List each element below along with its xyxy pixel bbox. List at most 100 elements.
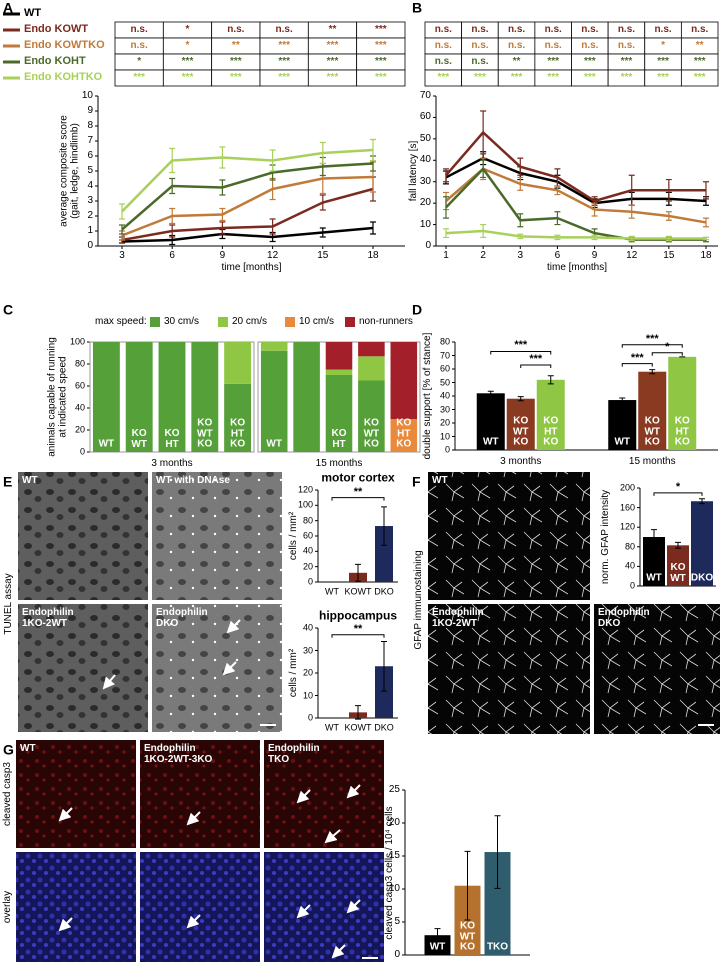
significance-label: n.s. bbox=[434, 55, 452, 67]
arrow bbox=[58, 807, 73, 822]
bar-segment bbox=[224, 342, 252, 384]
bar bbox=[506, 398, 535, 450]
y-tick-label: 100 bbox=[297, 499, 313, 510]
chart-title: motor cortex bbox=[321, 470, 395, 485]
y-tick-label: 20 bbox=[302, 560, 313, 571]
bar bbox=[424, 935, 451, 955]
bar-segment bbox=[358, 342, 385, 357]
x-tick-label: 9 bbox=[219, 249, 226, 261]
significance-label: * bbox=[137, 55, 142, 67]
micrograph bbox=[140, 852, 260, 962]
arrow bbox=[331, 944, 346, 959]
y-tick-label: 5 bbox=[394, 915, 400, 927]
significance-label: *** bbox=[278, 55, 290, 67]
bar-label: KO HT KO bbox=[674, 415, 690, 448]
y-tick-label: 25 bbox=[388, 783, 400, 795]
arrow bbox=[226, 619, 241, 634]
legend-title: max speed: bbox=[95, 315, 147, 327]
significance-bracket bbox=[331, 497, 385, 501]
bar-segment bbox=[390, 342, 418, 419]
bar-label: DKO bbox=[690, 572, 714, 584]
bar bbox=[638, 371, 667, 450]
group-label: 15 months bbox=[315, 457, 363, 469]
bar-label: KO WT KO bbox=[644, 415, 661, 448]
y-tick-label: 10 bbox=[419, 218, 431, 230]
significance-label: * bbox=[185, 39, 190, 51]
significance-label: *** bbox=[693, 55, 706, 67]
y-tick-label: 20 bbox=[74, 424, 85, 435]
y-tick-label: 8 bbox=[87, 119, 93, 131]
significance-label: n.s. bbox=[227, 23, 245, 35]
x-tick-label: 18 bbox=[367, 249, 379, 261]
y-tick-label: 20 bbox=[439, 417, 450, 428]
image-label: WT bbox=[432, 475, 448, 486]
image-label: Endophilin TKO bbox=[268, 743, 320, 765]
panel-label: C bbox=[3, 301, 14, 318]
significance-label: *** bbox=[547, 55, 560, 67]
significance-label: * bbox=[661, 39, 666, 51]
x-tick-label: 15 bbox=[663, 249, 675, 261]
y-tick-label: 0 bbox=[87, 239, 93, 251]
y-axis-label: average composite score (gait, ledge, hi… bbox=[58, 115, 81, 227]
significance-label: ** bbox=[353, 622, 363, 635]
significance-label: *** bbox=[514, 339, 528, 352]
y-tick-label: 15 bbox=[388, 849, 400, 861]
y-tick-label: 0 bbox=[444, 444, 450, 455]
significance-label: *** bbox=[547, 71, 560, 83]
arrow bbox=[222, 661, 237, 676]
legend-label: WT bbox=[24, 7, 42, 20]
error-bar bbox=[651, 529, 657, 545]
significance-label: ** bbox=[695, 39, 704, 51]
bar-label: KO HT bbox=[164, 428, 180, 450]
significance-label: *** bbox=[657, 71, 669, 83]
y-axis-label: norm. GFAP intensity bbox=[599, 489, 611, 585]
line bbox=[121, 226, 374, 243]
bar-label: KO HT KO bbox=[230, 417, 246, 450]
legend-label: 20 cm/s bbox=[232, 315, 268, 327]
significance-label: n.s. bbox=[654, 23, 672, 35]
bar-segment bbox=[293, 342, 320, 452]
significance-label: n.s. bbox=[471, 23, 489, 35]
y-tick-label: 3 bbox=[87, 194, 93, 206]
x-tick-label: WT bbox=[325, 586, 339, 597]
x-tick-label: KOWT bbox=[344, 586, 372, 597]
arrow bbox=[346, 899, 361, 914]
significance-label: *** bbox=[583, 55, 596, 67]
y-tick-label: 20 bbox=[388, 816, 400, 828]
panel-label: B bbox=[412, 0, 423, 16]
y-tick-label: 40 bbox=[624, 560, 635, 571]
bar-segment bbox=[191, 342, 219, 452]
bar bbox=[375, 526, 393, 582]
legend-swatch bbox=[345, 317, 355, 327]
bar-segment bbox=[325, 342, 353, 370]
y-tick-label: 40 bbox=[302, 622, 313, 633]
image-label: Endophilin 1KO-2WT-3KO bbox=[144, 743, 213, 765]
significance-label: *** bbox=[374, 39, 387, 51]
panel-label: D bbox=[412, 301, 423, 318]
significance-label: *** bbox=[326, 39, 339, 51]
y-tick-label: 80 bbox=[439, 336, 450, 347]
x-tick-label: 12 bbox=[267, 249, 279, 261]
significance-label: n.s. bbox=[581, 23, 599, 35]
micrograph bbox=[594, 604, 720, 734]
significance-label: *** bbox=[630, 351, 644, 364]
micrograph bbox=[16, 852, 136, 962]
y-tick-label: 0 bbox=[307, 712, 313, 723]
bar-label: KO WT KO bbox=[512, 415, 529, 448]
image-label: Endophilin 1KO-2WT bbox=[432, 607, 484, 629]
y-axis-label: fall latency [s] bbox=[407, 140, 419, 202]
y-tick-label: 60 bbox=[74, 380, 85, 391]
bar-label: KO WT KO bbox=[459, 920, 476, 953]
bar-label: WT bbox=[614, 436, 631, 448]
group-label: 3 months bbox=[500, 455, 542, 467]
image-label: WT bbox=[22, 475, 38, 486]
significance-label: *** bbox=[620, 71, 633, 83]
x-axis-label: time [months] bbox=[546, 261, 608, 273]
legend-label: 30 cm/s bbox=[164, 315, 200, 327]
panel-label: A bbox=[3, 0, 14, 16]
y-tick-label: 120 bbox=[619, 521, 635, 532]
significance-label: ** bbox=[231, 39, 240, 51]
image-label: WT bbox=[20, 743, 36, 754]
significance-label: *** bbox=[510, 71, 523, 83]
